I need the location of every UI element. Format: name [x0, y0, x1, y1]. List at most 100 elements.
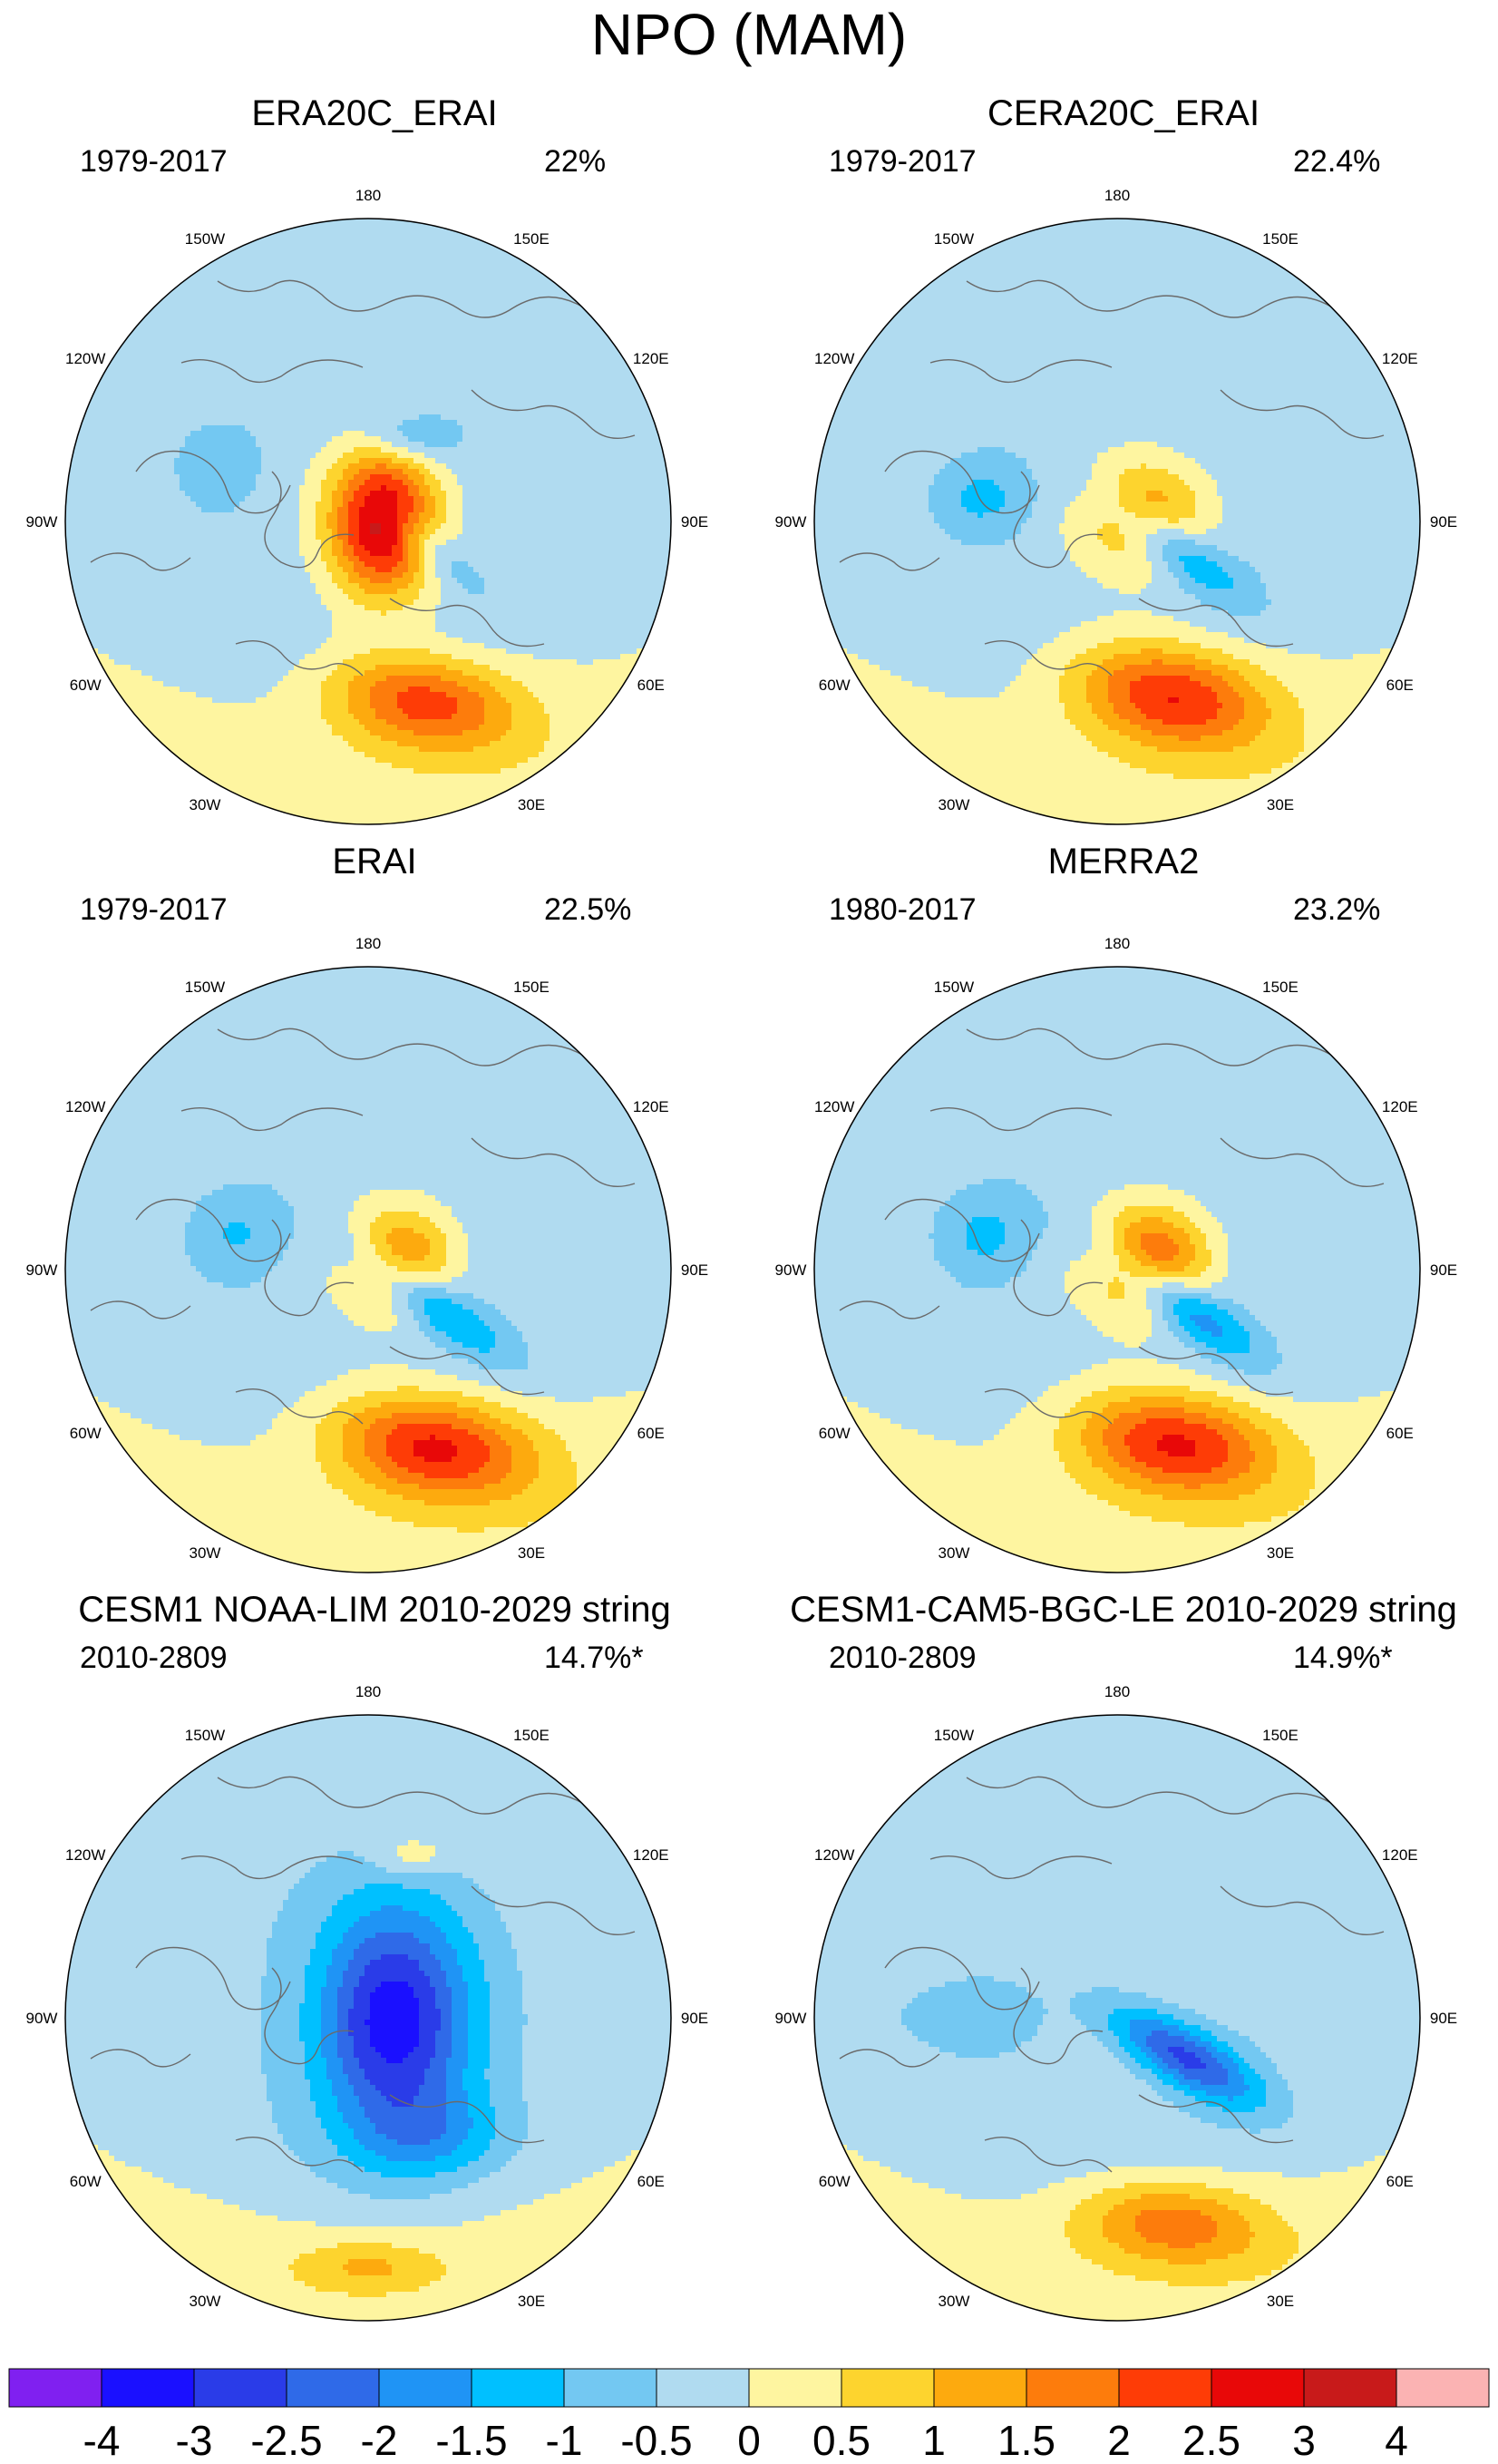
- longitude-label: 60E: [637, 1425, 665, 1442]
- longitude-label: 30W: [939, 796, 970, 813]
- longitude-label: 180: [1104, 187, 1130, 204]
- colorbar-label: 1.5: [997, 2417, 1055, 2464]
- longitude-label: 120W: [814, 1846, 854, 1864]
- colorbar-label: -1.5: [435, 2417, 507, 2464]
- colorbar-swatch: [287, 2369, 379, 2407]
- longitude-label: 120W: [814, 350, 854, 367]
- colorbar-label: 4: [1385, 2417, 1408, 2464]
- map-panel: CESM1 NOAA-LIM 2010-2029 string 2010-2809…: [0, 1587, 749, 2331]
- longitude-label: 90W: [775, 2010, 807, 2027]
- map-panel: CERA20C_ERAI 1979-2017 22.4% 180 150E 120E 90E…: [749, 91, 1498, 834]
- longitude-label: 60W: [70, 677, 102, 694]
- longitude-label: 180: [355, 1683, 381, 1700]
- longitude-label: 30W: [190, 1544, 221, 1562]
- polar-stereographic-map: 180150E120E90E60E30E030W60W90W120W150W: [0, 1587, 749, 2331]
- longitude-label: 60W: [70, 1425, 102, 1442]
- longitude-label: 30E: [1267, 796, 1294, 813]
- longitude-label: 120W: [65, 1846, 105, 1864]
- longitude-label: 150W: [185, 979, 225, 996]
- polar-stereographic-map: 180150E120E90E60E30E030W60W90W120W150W: [0, 839, 749, 1583]
- longitude-label: 150W: [934, 979, 974, 996]
- longitude-label: 90E: [681, 1261, 708, 1279]
- colorbar-swatch: [472, 2369, 564, 2407]
- longitude-label: 60W: [819, 677, 851, 694]
- longitude-label: 60E: [637, 677, 665, 694]
- polar-stereographic-map: 180150E120E90E60E30E030W60W90W120W150W: [749, 91, 1498, 834]
- longitude-label: 150W: [934, 1727, 974, 1744]
- longitude-label: 30W: [939, 2293, 970, 2310]
- longitude-label: 180: [355, 187, 381, 204]
- longitude-label: 90E: [1430, 2010, 1457, 2027]
- colorbar-label: 3: [1292, 2417, 1316, 2464]
- map-panel: ERAI1979-201722.5%180150E120E90E60E30E03…: [0, 839, 749, 1583]
- longitude-label: 90W: [775, 1261, 807, 1279]
- longitude-label: 150W: [185, 1727, 225, 1744]
- colorbar-label: -1: [546, 2417, 583, 2464]
- longitude-label: 90W: [26, 513, 58, 531]
- colorbar-swatch: [102, 2369, 194, 2407]
- longitude-label: 120E: [1382, 1098, 1418, 1115]
- longitude-label: 120E: [1382, 350, 1418, 367]
- colorbar-label: -2: [361, 2417, 398, 2464]
- colorbar-swatch: [564, 2369, 657, 2407]
- longitude-label: 30E: [1267, 1544, 1294, 1562]
- map-panel: ERA20C_ERAI 1979-2017 22% 180 150E 120E 90E 60E…: [0, 91, 749, 834]
- longitude-label: 90E: [681, 2010, 708, 2027]
- colorbar-label: -2.5: [250, 2417, 322, 2464]
- polar-stereographic-map: 180150E120E90E60E30E030W60W90W120W150W: [0, 91, 749, 834]
- longitude-label: 90E: [1430, 1261, 1457, 1279]
- longitude-label: 30W: [939, 1544, 970, 1562]
- map-panel: CESM1-CAM5-BGC-LE 2010-2029 string 2010-2…: [749, 1587, 1498, 2331]
- colorbar-label: 2: [1107, 2417, 1131, 2464]
- longitude-label: 90W: [26, 1261, 58, 1279]
- longitude-label: 150W: [934, 230, 974, 248]
- colorbar-swatch: [9, 2369, 102, 2407]
- longitude-label: 180: [355, 935, 381, 952]
- longitude-label: 150E: [513, 1727, 550, 1744]
- longitude-label: 150E: [1262, 979, 1299, 996]
- longitude-label: 30E: [518, 1544, 545, 1562]
- longitude-label: 120E: [633, 1098, 669, 1115]
- longitude-label: 30W: [190, 2293, 221, 2310]
- colorbar-swatch: [1119, 2369, 1211, 2407]
- colorbar-label: 1: [922, 2417, 946, 2464]
- colorbar-swatch: [934, 2369, 1026, 2407]
- longitude-label: 120W: [65, 1098, 105, 1115]
- longitude-label: 150E: [1262, 230, 1299, 248]
- colorbar-swatch: [1026, 2369, 1119, 2407]
- colorbar-swatch: [1304, 2369, 1396, 2407]
- colorbar-swatch: [749, 2369, 841, 2407]
- longitude-label: 60W: [70, 2173, 102, 2190]
- longitude-label: 120E: [633, 350, 669, 367]
- longitude-label: 150E: [1262, 1727, 1299, 1744]
- longitude-label: 150W: [185, 230, 225, 248]
- polar-stereographic-map: 180150E120E90E60E30E030W60W90W120W150W: [749, 839, 1498, 1583]
- longitude-label: 90E: [681, 513, 708, 531]
- colorbar: -4 -3 -2.5 -2 -1.5 -1 -0.5 0 0.5 1 1.5 2 2.5 3 4: [0, 2367, 1498, 2464]
- polar-stereographic-map: 180150E120E90E60E30E030W60W90W120W150W: [749, 1587, 1498, 2331]
- longitude-label: 30E: [518, 2293, 545, 2310]
- colorbar-label: 2.5: [1182, 2417, 1240, 2464]
- longitude-label: 150E: [513, 979, 550, 996]
- longitude-label: 60E: [1386, 2173, 1414, 2190]
- longitude-label: 90W: [775, 513, 807, 531]
- colorbar-label: -0.5: [620, 2417, 692, 2464]
- longitude-label: 90E: [1430, 513, 1457, 531]
- longitude-label: 30E: [518, 796, 545, 813]
- longitude-label: 180: [1104, 1683, 1130, 1700]
- longitude-label: 60W: [819, 2173, 851, 2190]
- longitude-label: 120W: [65, 350, 105, 367]
- longitude-label: 180: [1104, 935, 1130, 952]
- longitude-label: 90W: [26, 2010, 58, 2027]
- colorbar-label: -4: [83, 2417, 121, 2464]
- colorbar-swatch: [379, 2369, 472, 2407]
- figure-title: NPO (MAM): [0, 0, 1498, 69]
- longitude-label: 150E: [513, 230, 550, 248]
- colorbar-label: 0: [737, 2417, 761, 2464]
- colorbar-swatch: [657, 2369, 749, 2407]
- longitude-label: 60E: [1386, 677, 1414, 694]
- longitude-label: 120E: [1382, 1846, 1418, 1864]
- longitude-label: 60W: [819, 1425, 851, 1442]
- colorbar-swatch: [841, 2369, 934, 2407]
- map-panel: MERRA2 1980-2017 23.2% 180 150E 120E 90E 60E 30E…: [749, 839, 1498, 1583]
